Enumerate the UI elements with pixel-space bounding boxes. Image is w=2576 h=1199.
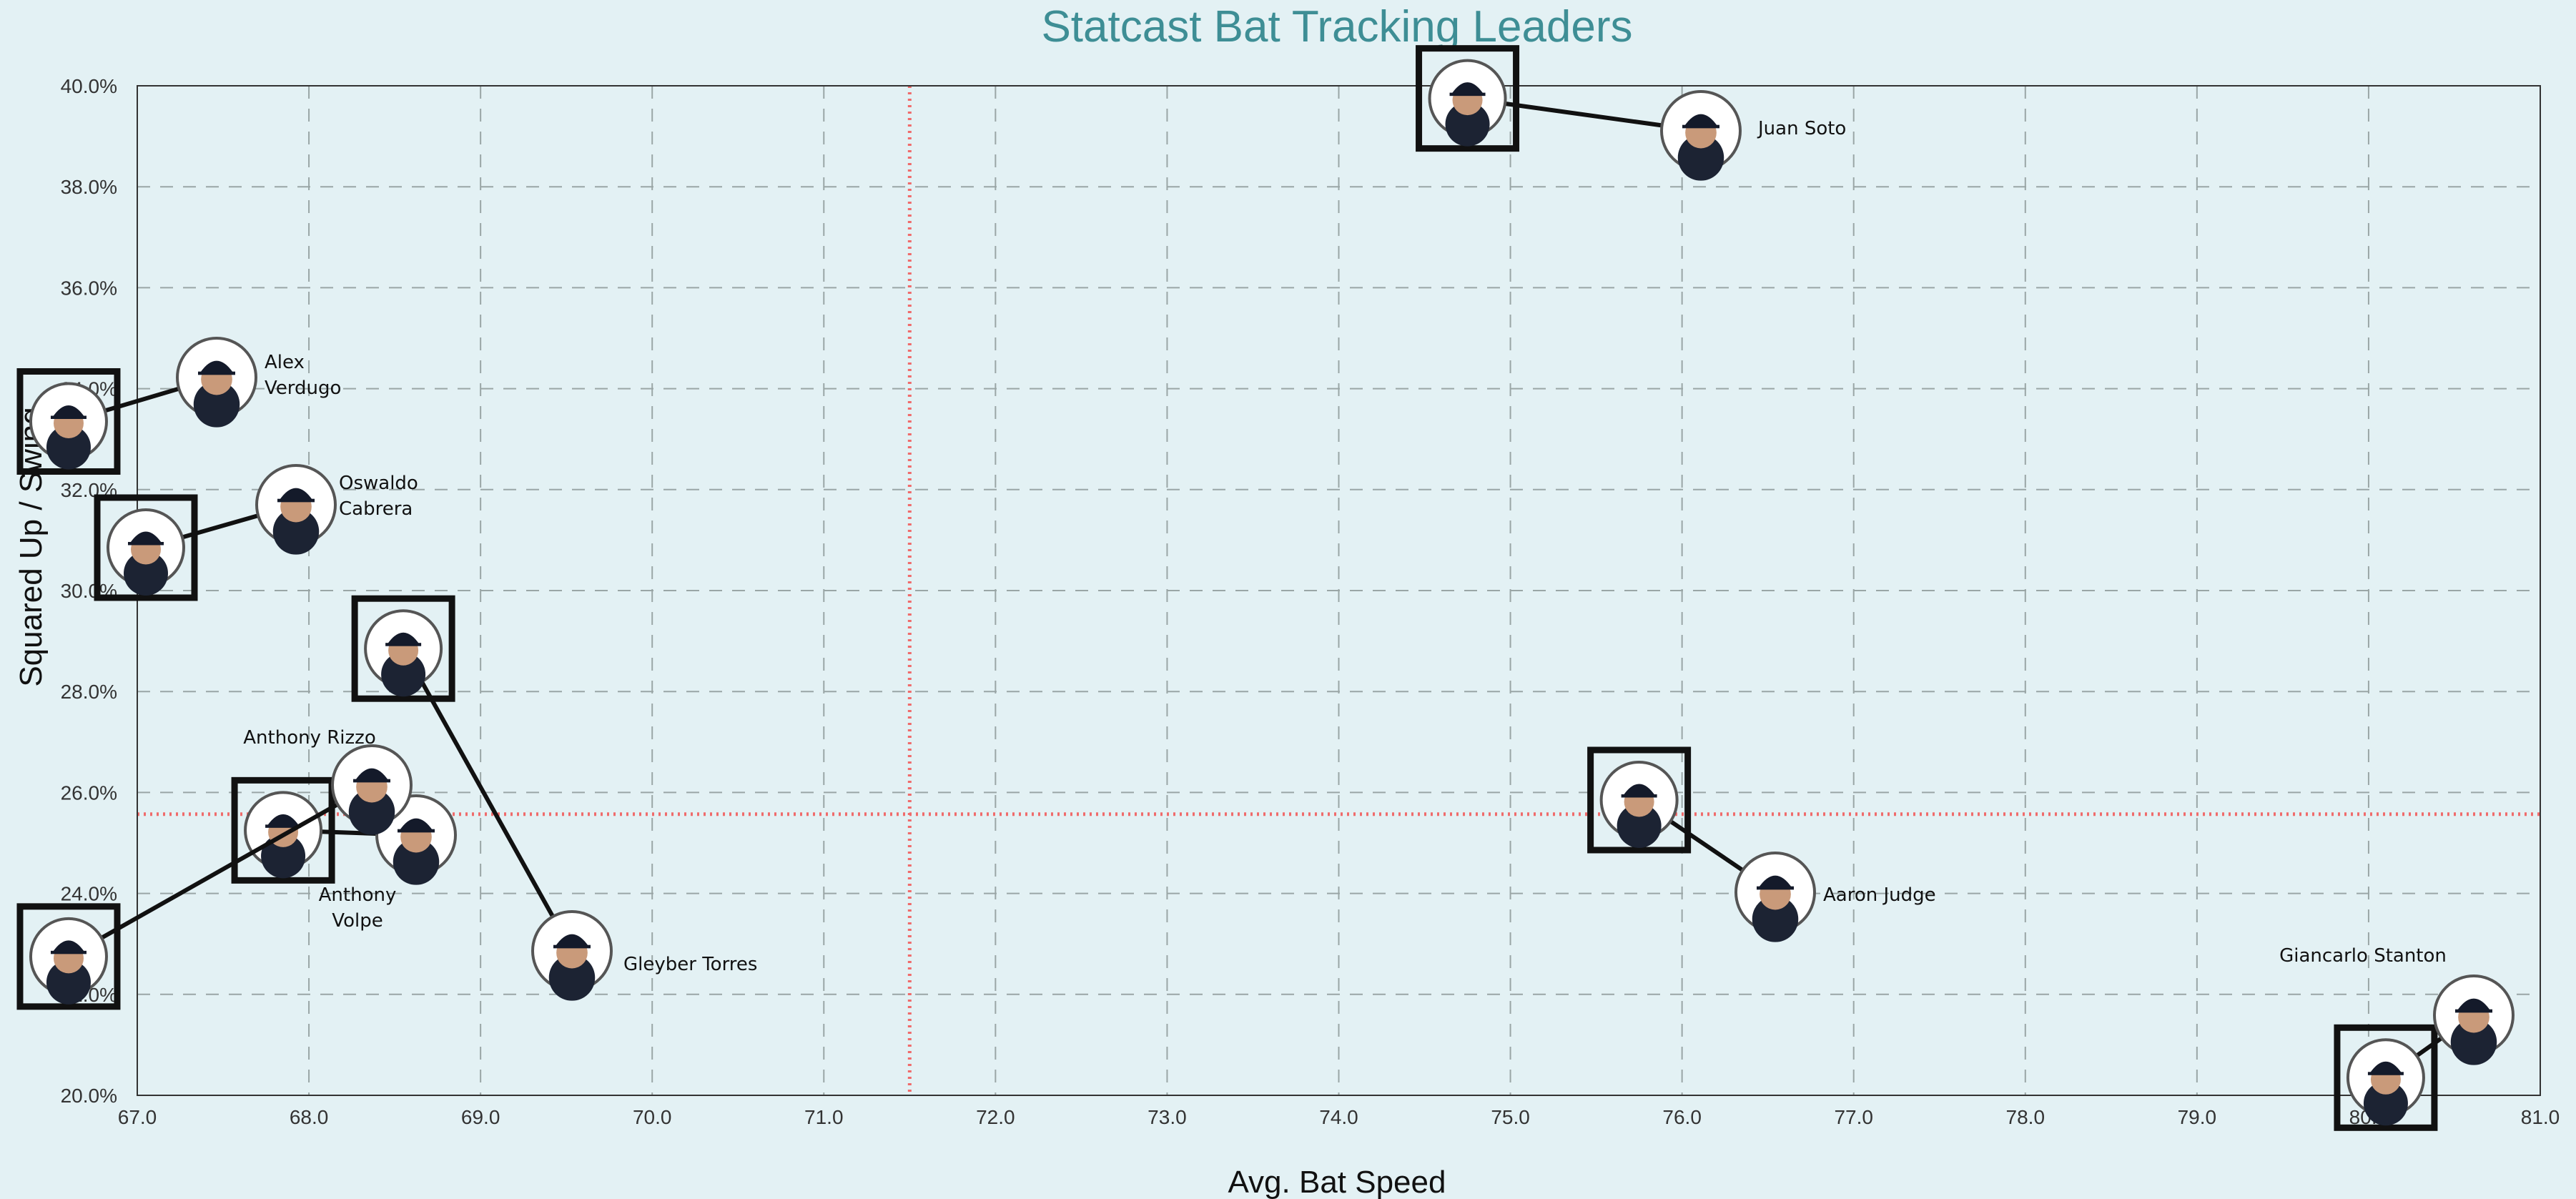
data-point: Oswaldo Cabrera [94, 464, 418, 601]
y-tick-label: 40.0% [61, 75, 117, 97]
point-label: Anthony [319, 884, 397, 906]
point-marker-boxed [1416, 45, 1520, 152]
x-axis-label: Avg. Bat Speed [1228, 1165, 1446, 1199]
data-point: Anthony Volpe [231, 776, 457, 932]
data-point: Alex Verdugo [16, 337, 341, 475]
point-label: Anthony Rizzo [243, 727, 375, 749]
point-marker-boxed [1587, 746, 1692, 854]
y-tick-label: 26.0% [61, 781, 117, 804]
point-label-avatar [1734, 852, 1816, 942]
x-tick-label: 69.0 [461, 1106, 500, 1128]
point-label-avatar [1660, 90, 1742, 181]
x-tick-label: 79.0 [2178, 1106, 2217, 1128]
x-tick-label: 72.0 [976, 1106, 1015, 1128]
x-tick-label: 70.0 [633, 1106, 672, 1128]
point-label: Cabrera [339, 498, 413, 520]
point-label: Alex [265, 352, 305, 373]
x-tick-label: 68.0 [290, 1106, 329, 1128]
x-tick-label: 78.0 [2006, 1106, 2045, 1128]
point-marker-boxed [2334, 1024, 2438, 1131]
point-marker-boxed [16, 903, 121, 1010]
y-tick-label: 20.0% [61, 1085, 117, 1107]
x-tick-labels: 67.0 68.0 69.0 70.0 71.0 72.0 73.0 74.0 75.0 76.0… [118, 1106, 2560, 1128]
point-marker-boxed [351, 595, 455, 702]
data-point: Giancarlo Stanton [2279, 945, 2515, 1131]
data-point: Gleyber Torres [351, 595, 757, 1001]
x-tick-label: 77.0 [1834, 1106, 1873, 1128]
x-tick-label: 75.0 [1491, 1106, 1530, 1128]
point-label-avatar [331, 744, 413, 835]
chart-title: Statcast Bat Tracking Leaders [1041, 2, 1632, 51]
point-label: Verdugo [265, 378, 341, 399]
x-tick-label: 71.0 [804, 1106, 844, 1128]
point-marker-boxed [231, 776, 335, 884]
data-point: Aaron Judge [1587, 746, 1936, 942]
data-point: Juan Soto [1416, 45, 1846, 181]
point-label: Aaron Judge [1823, 884, 1936, 906]
y-tick-label: 24.0% [61, 883, 117, 905]
x-tick-label: 73.0 [1148, 1106, 1187, 1128]
x-tick-label: 74.0 [1319, 1106, 1358, 1128]
data-point: Anthony Rizzo [16, 727, 413, 1010]
point-marker-boxed [16, 367, 121, 475]
data-points: Juan Soto Alex Verdugo Oswaldo Cabrera Gleybe… [16, 45, 2515, 1131]
point-label-avatar [2433, 975, 2515, 1065]
point-label: Juan Soto [1757, 118, 1846, 139]
point-label-avatar [176, 337, 257, 428]
x-tick-label: 76.0 [1662, 1106, 1702, 1128]
point-label: Oswaldo [339, 473, 418, 494]
reference-lines [137, 86, 2540, 1095]
y-tick-label: 38.0% [61, 176, 117, 198]
point-label: Volpe [332, 910, 383, 932]
point-label: Gleyber Torres [623, 954, 757, 975]
x-tick-label: 81.0 [2521, 1106, 2560, 1128]
grid [137, 86, 2540, 1095]
point-label-avatar [531, 910, 613, 1001]
y-tick-label: 28.0% [61, 681, 117, 703]
point-label-avatar [255, 464, 337, 555]
point-marker-boxed [94, 494, 198, 601]
x-tick-label: 67.0 [118, 1106, 157, 1128]
point-label: Giancarlo Stanton [2279, 945, 2447, 967]
y-tick-label: 36.0% [61, 277, 117, 299]
